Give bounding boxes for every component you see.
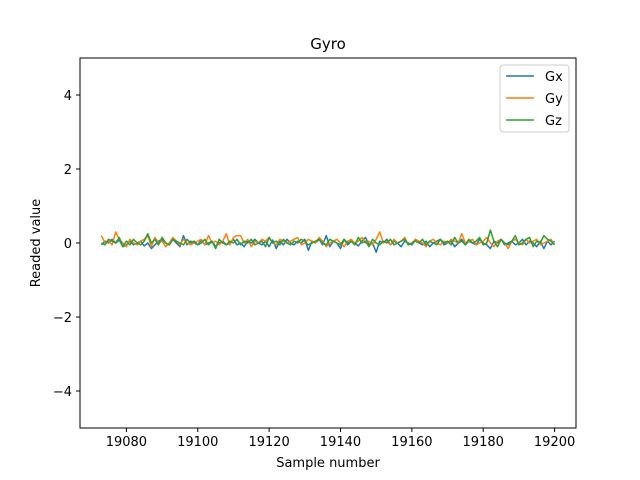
y-tick-label: 0 <box>64 237 72 252</box>
y-axis-ticks: −4 −2 0 2 4 <box>53 89 80 400</box>
chart-title: Gyro <box>310 35 346 53</box>
legend-label-gz: Gz <box>545 114 562 129</box>
legend-label-gx: Gx <box>545 70 563 85</box>
legend-label-gy: Gy <box>545 92 563 107</box>
x-tick-label: 19120 <box>248 435 289 450</box>
x-tick-label: 19180 <box>463 435 504 450</box>
x-axis-title: Sample number <box>276 456 380 471</box>
series-line-gz <box>101 229 556 250</box>
y-tick-label: 4 <box>64 89 72 104</box>
legend: Gx Gy Gz <box>499 64 570 133</box>
x-tick-label: 19080 <box>106 435 147 450</box>
y-axis-title: Readed value <box>29 199 44 288</box>
x-tick-label: 19140 <box>320 435 361 450</box>
x-tick-label: 19100 <box>177 435 218 450</box>
x-tick-label: 19160 <box>391 435 432 450</box>
plot-lines <box>100 229 556 253</box>
x-tick-label: 19200 <box>534 435 575 450</box>
y-tick-label: −4 <box>53 385 72 400</box>
legend-box <box>499 64 570 133</box>
x-axis-ticks: 19080 19100 19120 19140 19160 19180 19200 <box>106 428 575 450</box>
y-tick-label: 2 <box>64 163 72 178</box>
y-tick-label: −2 <box>53 311 72 326</box>
